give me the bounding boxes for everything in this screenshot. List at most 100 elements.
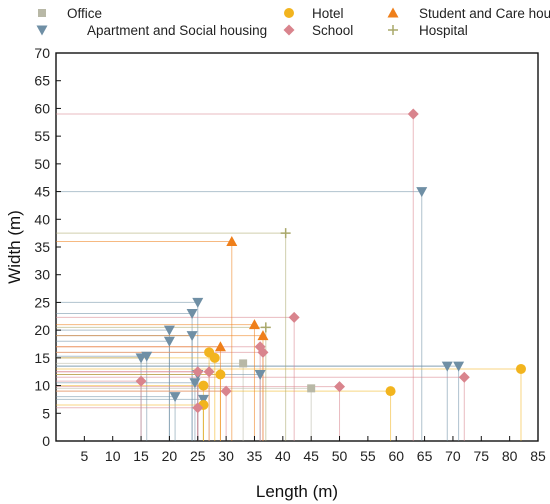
office-point (239, 359, 248, 368)
apartment-and-social-housing-drop-line (56, 398, 204, 441)
x-tick-label: 45 (303, 448, 319, 464)
school-drop-line (56, 371, 199, 441)
school-point (192, 402, 204, 414)
hotel-point (215, 369, 226, 380)
x-tick-label: 65 (417, 448, 433, 464)
y-tick-label: 0 (42, 433, 50, 449)
student-and-care-housing-point (248, 319, 260, 330)
hotel-point (385, 386, 396, 397)
x-tick-label: 70 (445, 448, 461, 464)
y-tick-label: 35 (34, 239, 50, 255)
apartment-and-social-housing-point (189, 378, 201, 389)
apartment-and-social-housing-drop-line (56, 191, 423, 441)
hospital-drop-line (56, 326, 267, 441)
hotel-drop-line (56, 390, 392, 441)
x-tick-label: 5 (80, 448, 88, 464)
hospital-point (260, 322, 271, 333)
x-tick-label: 35 (247, 448, 263, 464)
x-tick-label: 50 (332, 448, 348, 464)
school-point (135, 375, 147, 387)
school-drop-line (56, 407, 199, 441)
x-tick-label: 10 (105, 448, 121, 464)
apartment-and-social-housing-point (163, 325, 175, 336)
hotel-point (209, 352, 220, 363)
x-tick-label: 75 (474, 448, 490, 464)
y-axis-ticks: 0 5 10 15 20 25 30 35 40 45 50 55 60 65 70 (34, 45, 61, 449)
x-tick-label: 15 (133, 448, 149, 464)
school-point (288, 311, 300, 323)
student-and-care-housing-point (226, 235, 238, 246)
legend-marker-student-and-care-housing (387, 7, 399, 18)
x-tick-label: 60 (388, 448, 404, 464)
y-tick-label: 40 (34, 211, 50, 227)
y-tick-label: 20 (34, 322, 50, 338)
legend-item-student-and-care-housing: Student and Care housing (387, 6, 550, 21)
school-point (334, 381, 346, 393)
apartment-and-social-housing-point (197, 394, 209, 405)
legend-label-apartment-and-social-housing: Apartment and Social housing (87, 23, 267, 38)
legend-item-apartment-and-social-housing: Apartment and Social housing (36, 23, 267, 38)
x-tick-label: 20 (162, 448, 178, 464)
x-tick-label: 25 (190, 448, 206, 464)
x-tick-label: 55 (360, 448, 376, 464)
y-tick-label: 55 (34, 128, 50, 144)
legend: Office Apartment and Social housing Hotel S… (36, 6, 550, 38)
school-drop-line (56, 113, 414, 441)
school-point (407, 108, 419, 120)
apartment-and-social-housing-point (141, 351, 153, 362)
school-point (458, 371, 470, 383)
apartment-and-social-housing-point (186, 309, 198, 320)
x-axis-label: Length (m) (256, 482, 338, 501)
hotel-drop-line (56, 385, 204, 441)
legend-marker-hotel (284, 8, 294, 18)
y-tick-label: 50 (34, 156, 50, 172)
legend-item-hotel: Hotel (284, 6, 344, 21)
legend-label-student-and-care-housing: Student and Care housing (419, 6, 550, 21)
x-tick-label: 85 (530, 448, 546, 464)
y-tick-label: 45 (34, 184, 50, 200)
legend-label-hotel: Hotel (312, 6, 344, 21)
legend-label-office: Office (67, 6, 102, 21)
apartment-and-social-housing-point (192, 297, 204, 308)
student-and-care-housing-point (214, 341, 226, 352)
apartment-and-social-housing-point (186, 331, 198, 342)
apartment-and-social-housing-drop-line (56, 396, 176, 441)
hotel-drop-line (56, 404, 204, 441)
office-point (307, 384, 316, 393)
school-point (220, 385, 232, 397)
y-tick-label: 5 (42, 405, 50, 421)
legend-item-hospital: Hospital (388, 23, 468, 38)
legend-item-school: School (283, 23, 353, 38)
x-tick-label: 80 (502, 448, 518, 464)
x-tick-label: 40 (275, 448, 291, 464)
legend-label-school: School (312, 23, 353, 38)
hotel-point (198, 380, 209, 391)
x-axis-ticks: 5 10 15 20 25 30 35 40 45 50 55 60 65 70 75 80 85 (80, 436, 546, 464)
legend-marker-hospital (388, 25, 398, 35)
drop-lines (56, 113, 522, 441)
apartment-and-social-housing-point (163, 336, 175, 347)
hotel-point (515, 363, 526, 374)
y-tick-label: 10 (34, 378, 50, 394)
y-tick-label: 60 (34, 100, 50, 116)
legend-marker-office (38, 9, 46, 17)
x-tick-label: 30 (218, 448, 234, 464)
legend-item-office: Office (38, 6, 102, 21)
apartment-and-social-housing-point (453, 361, 465, 372)
apartment-and-social-housing-point (254, 369, 266, 380)
school-drop-line (56, 346, 261, 441)
apartment-and-social-housing-point (416, 187, 428, 198)
student-and-care-housing-drop-line (56, 346, 221, 441)
hospital-point (280, 228, 291, 239)
apartment-and-social-housing-point (169, 392, 181, 403)
school-point (203, 366, 215, 378)
school-drop-line (56, 371, 210, 441)
y-tick-label: 25 (34, 294, 50, 310)
y-tick-label: 15 (34, 350, 50, 366)
legend-label-hospital: Hospital (419, 23, 468, 38)
data-markers (135, 108, 526, 414)
school-point (257, 346, 269, 358)
school-point (192, 366, 204, 378)
y-axis-label: Width (m) (5, 210, 24, 284)
